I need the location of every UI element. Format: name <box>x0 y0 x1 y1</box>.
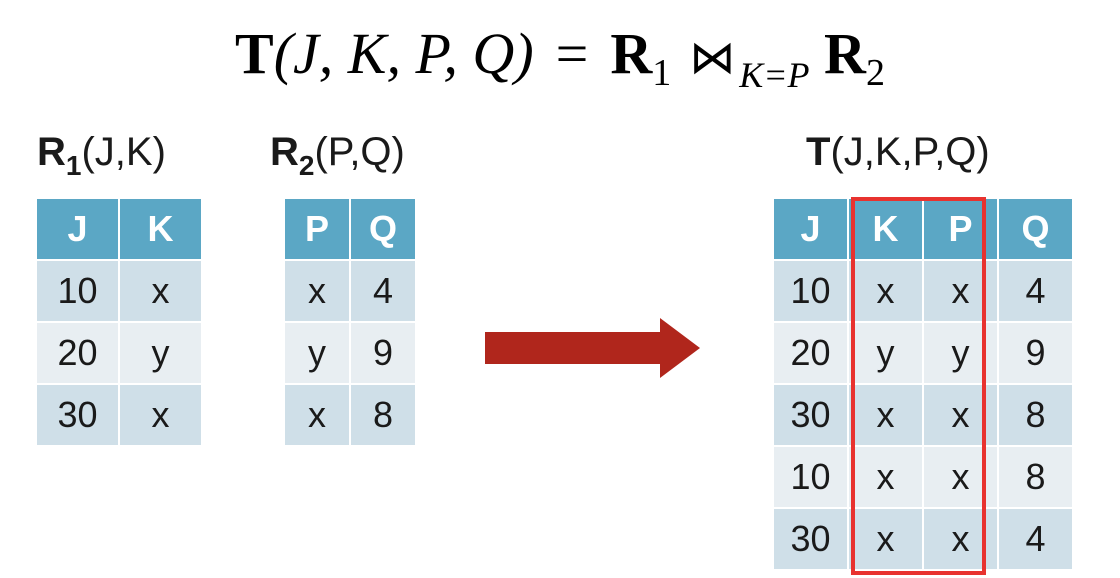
table-cell: y <box>120 323 201 383</box>
t-label-attributes: (J,K,P,Q) <box>830 130 990 174</box>
join-condition: K=P <box>739 55 810 95</box>
table-row: 10 x x 8 <box>774 447 1072 507</box>
formula-result-relation: T <box>235 21 274 86</box>
column-header: J <box>774 199 847 259</box>
formula-relation-2-subscript: 2 <box>865 52 885 94</box>
table-cell: 8 <box>999 385 1072 445</box>
table-row: x 4 <box>285 261 415 321</box>
table-cell: y <box>924 323 997 383</box>
table-cell: x <box>849 509 922 569</box>
t-label: T(J,K,P,Q) <box>806 130 990 175</box>
column-header: K <box>849 199 922 259</box>
table-cell: 9 <box>351 323 415 383</box>
table-cell: x <box>120 385 201 445</box>
table-cell: 8 <box>999 447 1072 507</box>
table-cell: 20 <box>37 323 118 383</box>
t-table: J K P Q 10 x x 4 20 y y 9 30 x x 8 10 x … <box>772 197 1074 571</box>
table-cell: x <box>849 261 922 321</box>
table-cell: 10 <box>37 261 118 321</box>
table-cell: x <box>924 261 997 321</box>
column-header: P <box>924 199 997 259</box>
table-cell: x <box>924 509 997 569</box>
column-header: Q <box>351 199 415 259</box>
r2-label-subscript: 2 <box>298 150 315 181</box>
table-cell: 10 <box>774 261 847 321</box>
table-cell: x <box>285 261 349 321</box>
table-cell: x <box>924 385 997 445</box>
r1-table: J K 10 x 20 y 30 x <box>35 197 203 447</box>
table-header-row: P Q <box>285 199 415 259</box>
table-cell: 9 <box>999 323 1072 383</box>
table-cell: 30 <box>774 385 847 445</box>
formula-relation-1-subscript: 1 <box>652 52 672 94</box>
table-row: 10 x <box>37 261 201 321</box>
table-cell: y <box>849 323 922 383</box>
r1-label-attributes: (J,K) <box>81 130 166 174</box>
table-row: 20 y y 9 <box>774 323 1072 383</box>
join-symbol: ⋈ <box>689 30 736 84</box>
column-header: J <box>37 199 118 259</box>
table-cell: 8 <box>351 385 415 445</box>
table-row: 10 x x 4 <box>774 261 1072 321</box>
table-cell: x <box>849 447 922 507</box>
table-cell: y <box>285 323 349 383</box>
column-header: P <box>285 199 349 259</box>
formula-relation-1: R <box>610 21 653 86</box>
r1-label: R1(J,K) <box>37 130 166 182</box>
table-row: y 9 <box>285 323 415 383</box>
join-formula: T(J, K, P, Q) = R1 ⋈ K=P R2 <box>0 20 1120 96</box>
table-row: 30 x x 4 <box>774 509 1072 569</box>
table-cell: x <box>120 261 201 321</box>
formula-result-attributes: (J, K, P, Q) <box>273 21 534 86</box>
table-cell: x <box>849 385 922 445</box>
table-cell: 4 <box>999 261 1072 321</box>
table-cell: x <box>285 385 349 445</box>
column-header: K <box>120 199 201 259</box>
table-header-row: J K <box>37 199 201 259</box>
table-cell: x <box>924 447 997 507</box>
r2-label-name: R <box>270 130 299 174</box>
table-cell: 4 <box>351 261 415 321</box>
r1-label-name: R <box>37 130 66 174</box>
r2-label-attributes: (P,Q) <box>314 130 405 174</box>
table-row: 20 y <box>37 323 201 383</box>
table-cell: 30 <box>37 385 118 445</box>
t-label-name: T <box>806 130 831 174</box>
formula-equals: = <box>555 21 589 86</box>
table-row: 30 x <box>37 385 201 445</box>
column-header: Q <box>999 199 1072 259</box>
r1-label-subscript: 1 <box>65 150 82 181</box>
formula-relation-2: R <box>824 21 866 86</box>
join-result-arrow-icon <box>485 318 700 378</box>
table-row: x 8 <box>285 385 415 445</box>
table-cell: 4 <box>999 509 1072 569</box>
table-cell: 10 <box>774 447 847 507</box>
table-cell: 20 <box>774 323 847 383</box>
table-cell: 30 <box>774 509 847 569</box>
r2-table: P Q x 4 y 9 x 8 <box>283 197 417 447</box>
table-row: 30 x x 8 <box>774 385 1072 445</box>
r2-label: R2(P,Q) <box>270 130 405 182</box>
table-header-row: J K P Q <box>774 199 1072 259</box>
